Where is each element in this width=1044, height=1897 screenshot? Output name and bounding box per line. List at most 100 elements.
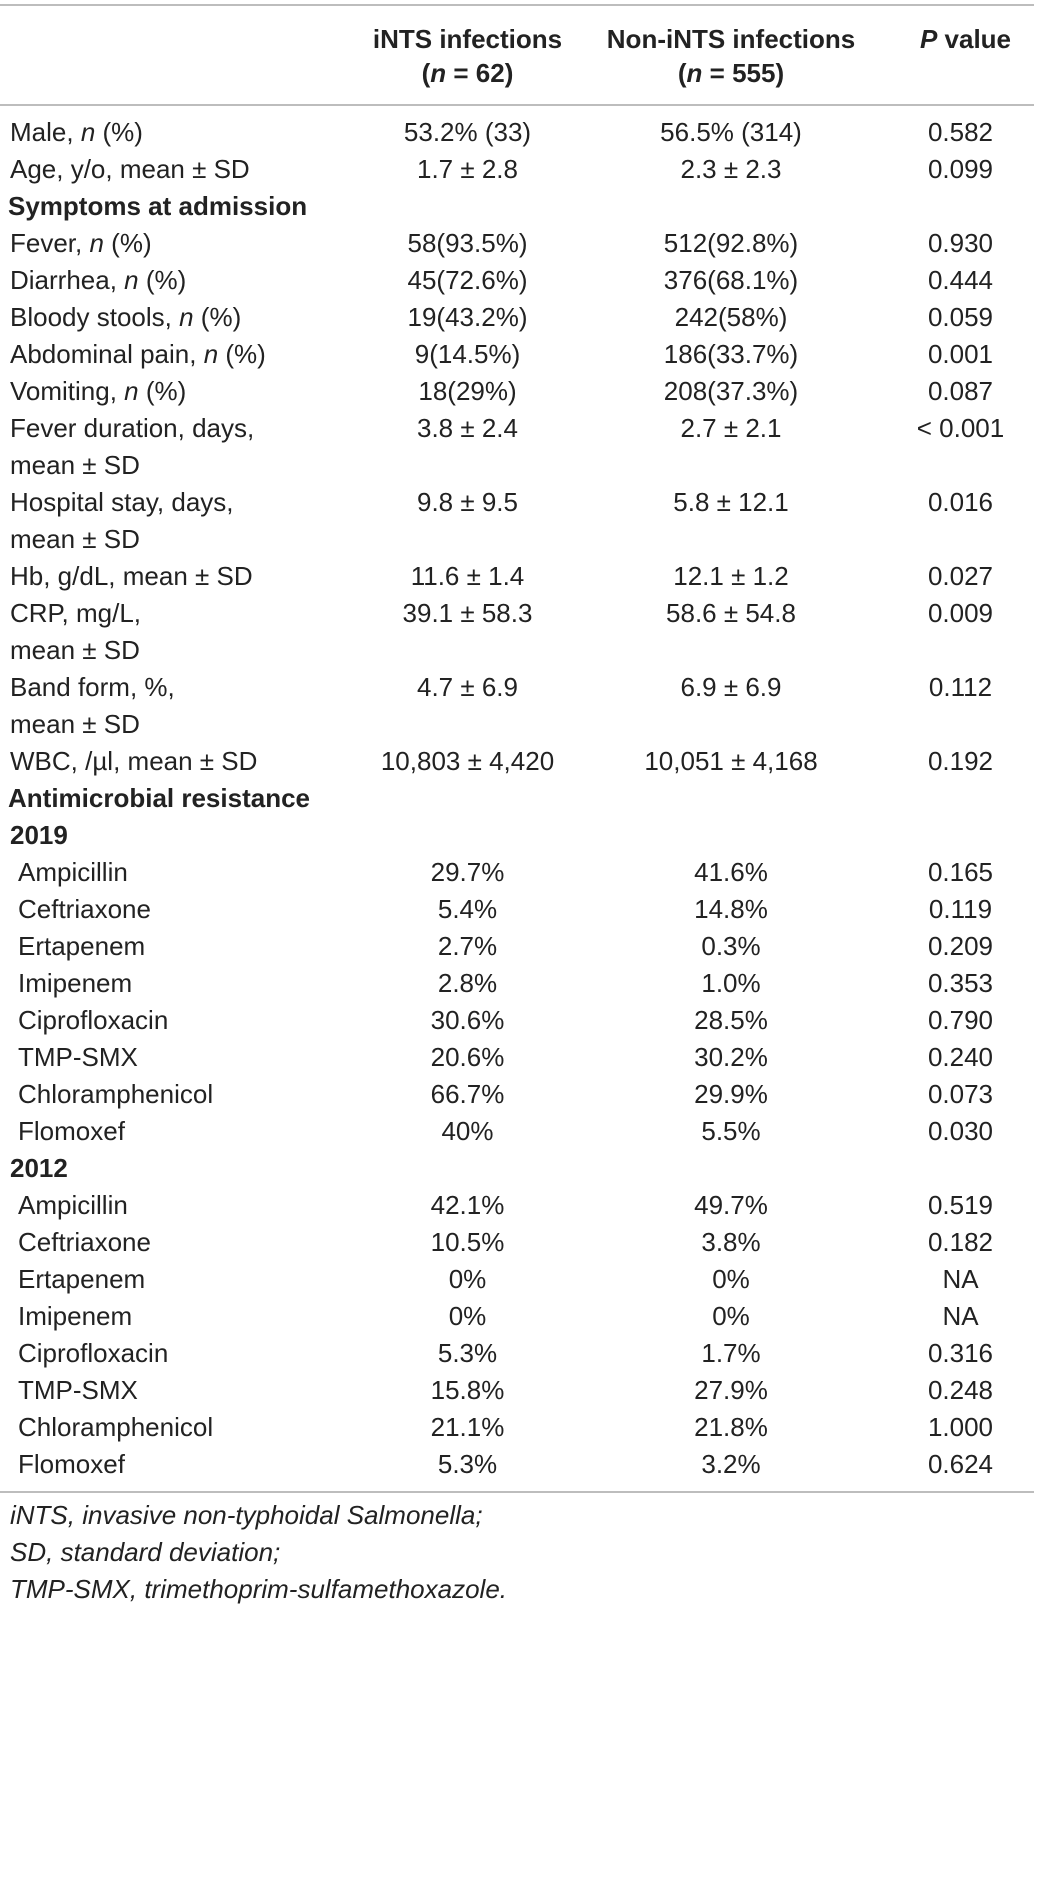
p-value: 0.027 [927,561,994,591]
ints-value: 11.6 ± 1.4 [410,561,525,591]
drug-name: Ceftriaxone [18,1227,151,1257]
non-ints-value: 27.9% [694,1375,768,1405]
p-value: 0.192 [927,746,994,776]
non-ints-value: 28.5% [694,1005,768,1035]
table-row: Ceftriaxone 10.5% 3.8% 0.182 [0,1224,1034,1261]
non-ints-value: 12.1 ± 1.2 [673,561,789,591]
non-ints-value: 242(58%) [674,302,788,332]
non-ints-value: 2.3 ± 2.3 [680,154,782,184]
p-value: 0.112 [928,672,993,702]
table-row: Fever duration, days, mean ± SD 3.8 ± 2.4 2… [0,410,1034,484]
drug-name: Ertapenem [18,1264,146,1294]
non-ints-value: 58.6 ± 54.8 [666,598,796,628]
non-ints-value: 56.5% (314) [660,117,802,147]
header-non-ints-n: (n = 555) [595,56,867,106]
ints-value: 58(93.5%) [407,228,528,258]
p-value: 0.353 [927,968,994,998]
table-row: Ciprofloxacin 5.3% 1.7% 0.316 [0,1335,1034,1372]
ints-value: 10,803 ± 4,420 [380,746,555,776]
ints-value: 2.7% [437,931,498,961]
drug-name: Ertapenem [18,931,146,961]
p-value: 0.119 [928,894,993,924]
table-row: Ciprofloxacin 30.6% 28.5% 0.790 [0,1002,1034,1039]
footnotes: iNTS, invasive non-typhoidal Salmonella;… [0,1493,1044,1608]
table-row: Ertapenem 0% 0% NA [0,1261,1034,1298]
ints-value: 4.7 ± 6.9 [416,672,518,702]
ints-value: 21.1% [430,1412,505,1442]
table-row: Ceftriaxone 5.4% 14.8% 0.119 [0,891,1034,928]
year-2012-label: 2012 [10,1153,68,1183]
table-container: iNTS infections Non-iNTS infections P va… [0,4,1044,1608]
ints-value: 15.8% [430,1375,505,1405]
non-ints-value: 3.2% [595,1446,867,1493]
drug-name: Ceftriaxone [18,894,151,924]
non-ints-value: 5.5% [701,1116,761,1146]
table-body: Male, n (%) 53.2% (33) 56.5% (314) 0.582 Age… [0,105,1034,1493]
results-table: iNTS infections Non-iNTS infections P va… [0,4,1034,1493]
p-value: 0.009 [927,598,994,628]
section-symptoms-label: Symptoms at admission [8,191,308,221]
ints-value: 2.8% [437,968,498,998]
year-2019: 2019 [0,817,1034,854]
non-ints-value: 2.7 ± 2.1 [680,413,782,443]
drug-name: TMP-SMX [18,1042,138,1072]
non-ints-value: 376(68.1%) [663,265,799,295]
footnote-tmp-smx: TMP-SMX, trimethoprim-sulfamethoxazole. [10,1574,508,1604]
table-row: WBC, /µl, mean ± SD 10,803 ± 4,420 10,051 … [0,743,1034,780]
header-empty-cell [0,56,340,106]
non-ints-value: 10,051 ± 4,168 [644,746,818,776]
row-label: CRP, mg/L, mean ± SD [10,598,142,665]
drug-name: Flomoxef [0,1446,340,1493]
row-label: Male, n (%) [10,117,143,147]
drug-name: Flomoxef [18,1116,125,1146]
table-row: Imipenem 2.8% 1.0% 0.353 [0,965,1034,1002]
non-ints-value: 0.3% [701,931,761,961]
ints-value: 10.5% [430,1227,505,1257]
p-value: 1.000 [927,1412,994,1442]
drug-name: TMP-SMX [18,1375,138,1405]
table-row: Chloramphenicol 21.1% 21.8% 1.000 [0,1409,1034,1446]
table-row: Ampicillin 29.7% 41.6% 0.165 [0,854,1034,891]
non-ints-value: 14.8% [694,894,768,924]
p-value: 0.248 [927,1375,994,1405]
table-row: Ampicillin 42.1% 49.7% 0.519 [0,1187,1034,1224]
p-value: 0.790 [927,1005,994,1035]
ints-value: 9(14.5%) [414,339,521,369]
p-value: NA [942,1264,979,1294]
non-ints-value: 21.8% [694,1412,768,1442]
non-ints-value: 1.0% [701,968,761,998]
p-value: 0.016 [927,487,994,517]
table-row: Vomiting, n (%) 18(29%) 208(37.3%) 0.087 [0,373,1034,410]
drug-name: Ciprofloxacin [18,1338,169,1368]
table-row: Chloramphenicol 66.7% 29.9% 0.073 [0,1076,1034,1113]
p-value: 0.444 [927,265,994,295]
p-value: 0.059 [927,302,994,332]
drug-name: Ampicillin [18,857,128,887]
header-empty-cell [0,4,340,56]
header-p-value: P value [867,4,1034,56]
drug-name: Imipenem [18,968,133,998]
header-ints: iNTS infections [340,4,595,56]
ints-value: 30.6% [430,1005,505,1035]
drug-name: Ciprofloxacin [18,1005,169,1035]
header-empty-cell [867,56,1034,106]
drug-name: Ampicillin [18,1190,128,1220]
table-row: Male, n (%) 53.2% (33) 56.5% (314) 0.582 [0,105,1034,151]
header-ints-n: (n = 62) [340,56,595,106]
drug-name: Imipenem [18,1301,133,1331]
table-row: TMP-SMX 20.6% 30.2% 0.240 [0,1039,1034,1076]
row-label: Hb, g/dL, mean ± SD [10,561,253,591]
non-ints-value: 1.7% [701,1338,761,1368]
p-value: NA [942,1301,979,1331]
row-label: Vomiting, n (%) [10,376,187,406]
row-label: Bloody stools, n (%) [10,302,242,332]
p-value: 0.073 [927,1079,994,1109]
non-ints-value: 208(37.3%) [663,376,799,406]
table-row: Flomoxef 5.3% 3.2% 0.624 [0,1446,1034,1493]
p-value: 0.582 [927,117,994,147]
p-value: 0.930 [927,228,994,258]
year-2012: 2012 [0,1150,1034,1187]
table-row: TMP-SMX 15.8% 27.9% 0.248 [0,1372,1034,1409]
section-symptoms: Symptoms at admission [0,188,1034,225]
p-value: 0.624 [867,1446,1034,1493]
